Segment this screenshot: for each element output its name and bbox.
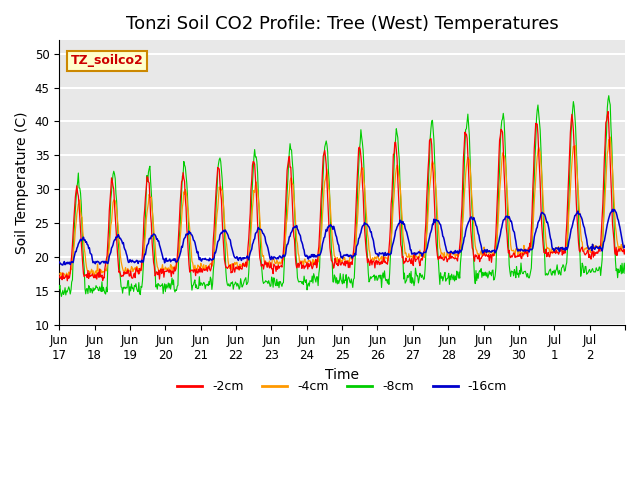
Y-axis label: Soil Temperature (C): Soil Temperature (C) xyxy=(15,111,29,253)
X-axis label: Time: Time xyxy=(325,368,359,382)
Title: Tonzi Soil CO2 Profile: Tree (West) Temperatures: Tonzi Soil CO2 Profile: Tree (West) Temp… xyxy=(125,15,559,33)
Legend: -2cm, -4cm, -8cm, -16cm: -2cm, -4cm, -8cm, -16cm xyxy=(172,375,512,398)
Text: TZ_soilco2: TZ_soilco2 xyxy=(70,54,143,67)
